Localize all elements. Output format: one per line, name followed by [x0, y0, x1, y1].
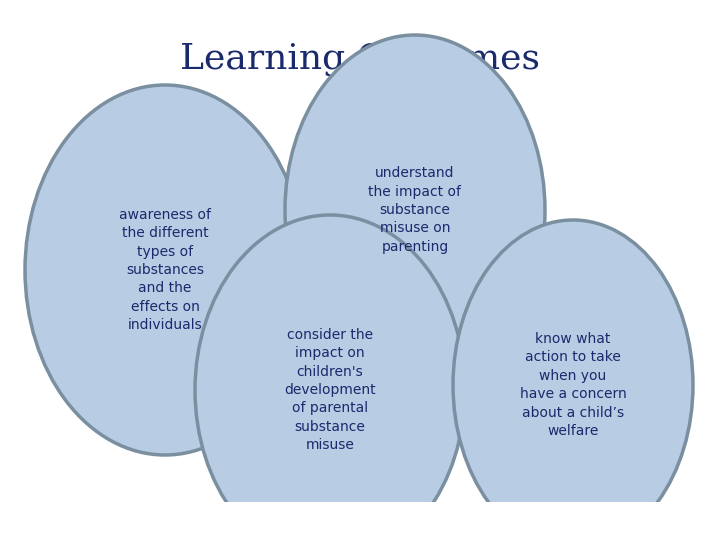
- Ellipse shape: [453, 220, 693, 540]
- Text: understand
the impact of
substance
misuse on
parenting: understand the impact of substance misus…: [369, 166, 462, 254]
- Text: Bexley Safeguarding Children Board: Bexley Safeguarding Children Board: [14, 516, 217, 526]
- Text: 2: 2: [688, 514, 698, 528]
- Ellipse shape: [285, 35, 545, 385]
- Ellipse shape: [195, 215, 465, 540]
- Text: Learning Outcomes: Learning Outcomes: [180, 42, 540, 76]
- Text: know what
action to take
when you
have a concern
about a child’s
welfare: know what action to take when you have a…: [520, 332, 626, 438]
- Text: awareness of
the different
types of
substances
and the
effects on
individuals: awareness of the different types of subs…: [119, 208, 211, 332]
- Text: consider the
impact on
children's
development
of parental
substance
misuse: consider the impact on children's develo…: [284, 328, 376, 452]
- Ellipse shape: [25, 85, 305, 455]
